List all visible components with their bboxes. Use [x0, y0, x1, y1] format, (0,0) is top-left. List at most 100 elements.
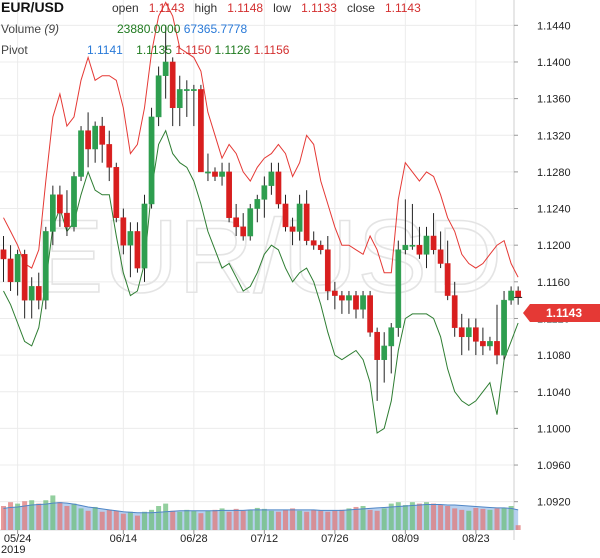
volume-bar — [367, 509, 373, 530]
volume-bar — [508, 506, 514, 530]
volume-bar — [99, 511, 105, 530]
candle — [0, 236, 7, 282]
candle — [113, 162, 120, 223]
volume-legend: Volume (9) — [1, 22, 59, 36]
candle — [64, 190, 70, 237]
candle — [261, 176, 268, 218]
candle-body — [289, 226, 296, 232]
candle — [444, 240, 451, 301]
volume-bar — [268, 510, 274, 530]
candle-body — [106, 144, 113, 168]
price-tick-label: 1.1200 — [537, 240, 571, 252]
candle — [353, 290, 359, 319]
volume-bar — [191, 510, 197, 530]
date-tick-label: 06/28 — [180, 533, 208, 545]
volume-bar — [261, 508, 267, 530]
candle — [494, 304, 500, 365]
candle — [247, 203, 254, 241]
candle-body — [14, 254, 21, 283]
date-tick-label: 06/14 — [110, 533, 138, 545]
volume-bar — [275, 511, 281, 530]
candle-body — [148, 116, 155, 205]
candle-body — [353, 295, 359, 310]
candle — [106, 130, 113, 182]
candle-body — [317, 244, 324, 251]
candle-body — [141, 203, 148, 269]
candle — [92, 121, 99, 163]
candle — [339, 290, 345, 314]
candle-body — [247, 208, 254, 237]
candle-body — [219, 171, 225, 177]
volume-bar — [311, 509, 317, 530]
volume-bar — [106, 509, 112, 530]
candle-body — [508, 290, 514, 301]
candle-body — [395, 249, 402, 328]
candle-body — [183, 89, 190, 91]
volume-bar — [283, 509, 288, 530]
pivot-values: 1.1141 1.1135 1.1150 1.1126 1.1156 — [87, 43, 289, 57]
time-axis[interactable]: 05/24 06/14 06/28 07/12 07/26 08/09 08/23 2019 — [1, 530, 490, 556]
volume-bar — [416, 503, 422, 530]
volume-bar — [22, 501, 28, 530]
price-axis[interactable]: 1.1440 1.1400 1.1360 1.1320 1.1280 1.1240 1.12… — [514, 20, 571, 509]
candle — [148, 107, 155, 209]
candle-body — [85, 130, 91, 150]
candle — [515, 286, 521, 305]
volume-value: 23880.0000 — [117, 22, 181, 36]
price-tick-label: 1.1000 — [537, 423, 571, 435]
candle-body — [191, 89, 197, 91]
candle-body — [332, 290, 338, 296]
candle — [42, 226, 49, 310]
candle-body — [430, 235, 437, 251]
candle-body — [240, 226, 247, 237]
candle-body — [494, 341, 500, 356]
candle-body — [388, 327, 395, 347]
candle — [409, 203, 416, 250]
volume-bar — [205, 510, 211, 530]
volume-bar — [494, 508, 500, 530]
candle — [7, 245, 14, 291]
candle-body — [113, 167, 120, 218]
volume-bar — [339, 509, 345, 530]
volume-bar — [360, 506, 366, 530]
candle — [219, 162, 225, 186]
volume-bar — [43, 500, 49, 530]
pivot-legend: Pivot — [1, 43, 28, 57]
volume-bar — [127, 511, 133, 530]
volume-ma-value: 67365.7778 — [183, 22, 248, 36]
lower-band-line — [3, 129, 519, 434]
candle — [169, 57, 176, 127]
candle — [367, 290, 373, 337]
candle-body — [134, 231, 141, 269]
candle-body — [212, 171, 218, 177]
pivot-r1-value: 1.1150 — [175, 43, 212, 57]
volume-bar — [184, 509, 190, 530]
candle-body — [416, 244, 423, 255]
candle — [487, 336, 493, 351]
candle — [275, 162, 282, 209]
volume-bar — [487, 509, 493, 530]
candle — [50, 185, 56, 246]
volume-bar — [29, 500, 35, 530]
candle-body — [64, 212, 70, 228]
candle — [226, 162, 232, 223]
candle-body — [226, 171, 232, 218]
candle — [99, 116, 106, 163]
candle-body — [296, 203, 303, 232]
candle — [127, 222, 134, 278]
candle — [120, 208, 127, 255]
candle — [310, 231, 317, 250]
volume-param: (9) — [44, 22, 60, 36]
candle — [360, 290, 366, 319]
volume-bar — [515, 525, 521, 530]
candle-body — [501, 299, 507, 356]
volume-bar — [113, 510, 119, 530]
price-tick-label: 1.1160 — [537, 277, 570, 289]
candle-body — [360, 295, 366, 310]
candle — [205, 153, 211, 182]
candle — [303, 190, 310, 246]
volume-bar — [297, 510, 303, 530]
date-tick-label: 05/24 — [4, 533, 32, 545]
date-tick-label: 07/12 — [251, 533, 279, 545]
